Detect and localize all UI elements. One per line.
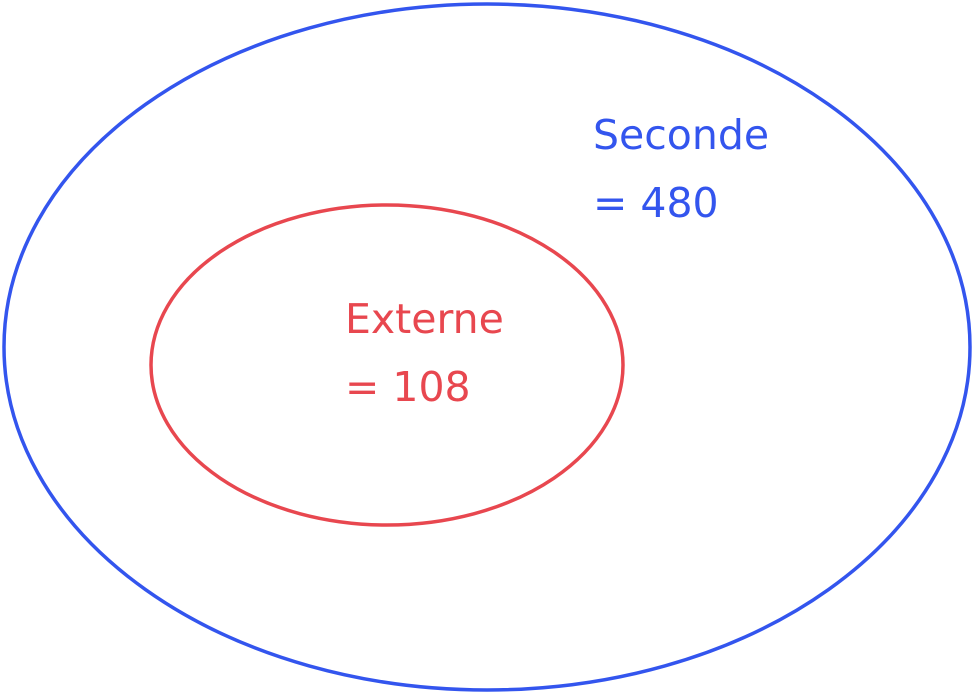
inner-set-label: Externe (345, 295, 504, 343)
outer-set-value: = 480 (593, 179, 719, 227)
inner-set-ellipse (149, 203, 625, 527)
outer-set-label: Seconde (593, 111, 769, 159)
inner-set-value: = 108 (345, 363, 471, 411)
